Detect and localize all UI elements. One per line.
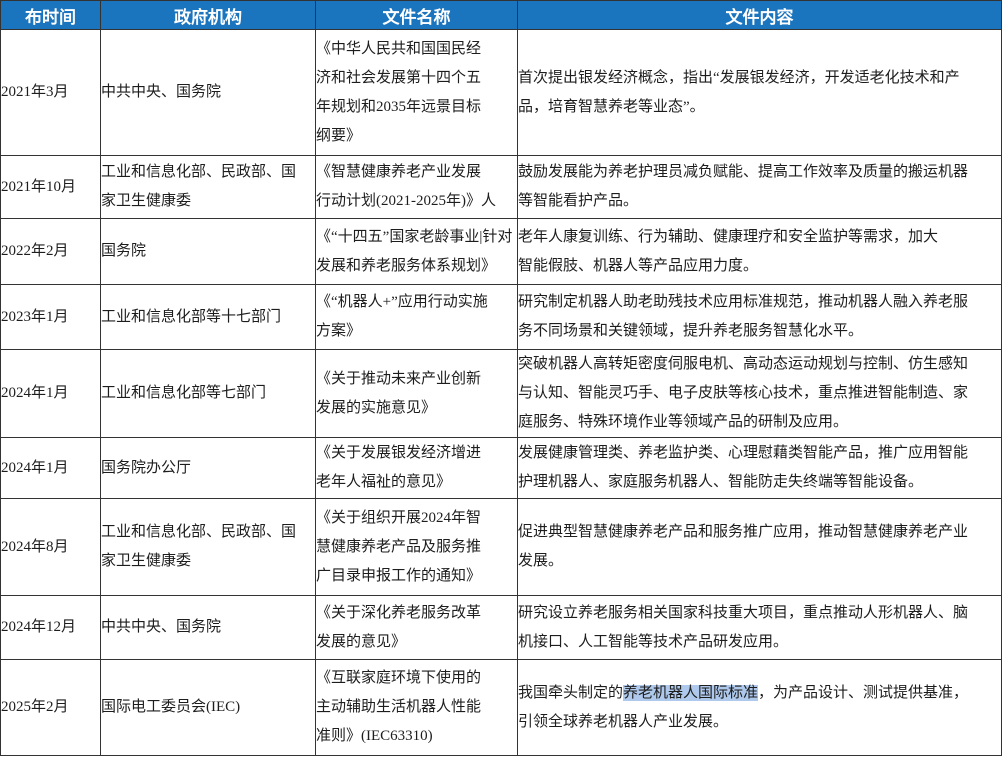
doc-name-cell: 《关于发展银发经济增进 老年人福祉的意见》	[315, 437, 518, 499]
content-cell: 我国牵头制定的养老机器人国际标准，为产品设计、测试提供基准， 引领全球养老机器人…	[517, 659, 1002, 756]
header-document-content: 文件内容	[517, 0, 1002, 30]
agency-cell: 工业和信息化部、民政部、国 家卫生健康委	[100, 498, 316, 596]
content-cell: 突破机器人高转矩密度伺服电机、高动态运动规划与控制、仿生感知 与认知、智能灵巧手…	[517, 349, 1002, 438]
time-cell: 2024年1月	[0, 349, 101, 438]
doc-name-cell: 《关于推动未来产业创新 发展的实施意见》	[315, 349, 518, 438]
time-cell: 2024年8月	[0, 498, 101, 596]
header-publish-time: 布时间	[0, 0, 101, 30]
content-cell: 研究设立养老服务相关国家科技重大项目，重点推动人形机器人、脑 机接口、人工智能等…	[517, 595, 1002, 660]
agency-cell: 中共中央、国务院	[100, 29, 316, 156]
time-cell: 2023年1月	[0, 284, 101, 350]
content-cell: 发展健康管理类、养老监护类、心理慰藉类智能产品，推广应用智能 护理机器人、家庭服…	[517, 437, 1002, 499]
content-text-suffix: ，为产品设计、测试提供基准， 引领全球养老机器人产业发展。	[518, 684, 969, 730]
agency-cell: 国务院办公厅	[100, 437, 316, 499]
time-cell: 2025年2月	[0, 659, 101, 756]
content-cell: 鼓励发展能为养老护理员减负赋能、提高工作效率及质量的搬运机器 等智能看护产品。	[517, 155, 1002, 219]
content-cell: 研究制定机器人助老助残技术应用标准规范，推动机器人融入养老服 务不同场景和关键领…	[517, 284, 1002, 350]
table-row: 2024年1月 工业和信息化部等七部门 《关于推动未来产业创新 发展的实施意见》…	[0, 349, 1002, 438]
time-cell: 2021年10月	[0, 155, 101, 219]
header-row: 布时间 政府机构 文件名称 文件内容	[0, 0, 1002, 30]
table-row: 2023年1月 工业和信息化部等十七部门 《“机器人+”应用行动实施 方案》 研…	[0, 284, 1002, 350]
doc-name-cell: 《互联家庭环境下使用的 主动辅助生活机器人性能 准则》(IEC63310)	[315, 659, 518, 756]
table-row: 2024年12月 中共中央、国务院 《关于深化养老服务改革 发展的意见》 研究设…	[0, 595, 1002, 660]
agency-cell: 工业和信息化部、民政部、国 家卫生健康委	[100, 155, 316, 219]
content-cell: 老年人康复训练、行为辅助、健康理疗和安全监护等需求，加大 智能假肢、机器人等产品…	[517, 218, 1002, 285]
time-cell: 2021年3月	[0, 29, 101, 156]
time-cell: 2022年2月	[0, 218, 101, 285]
doc-name-cell: 《关于组织开展2024年智 慧健康养老产品及服务推 广目录申报工作的通知》	[315, 498, 518, 596]
table-row: 2024年8月 工业和信息化部、民政部、国 家卫生健康委 《关于组织开展2024…	[0, 498, 1002, 596]
table-row: 2025年2月 国际电工委员会(IEC) 《互联家庭环境下使用的 主动辅助生活机…	[0, 659, 1002, 756]
content-cell: 促进典型智慧健康养老产品和服务推广应用，推动智慧健康养老产业 发展。	[517, 498, 1002, 596]
content-cell: 首次提出银发经济概念，指出“发展银发经济，开发适老化技术和产 品，培育智慧养老等…	[517, 29, 1002, 156]
table-row: 2021年10月 工业和信息化部、民政部、国 家卫生健康委 《智慧健康养老产业发…	[0, 155, 1002, 219]
highlighted-text: 养老机器人国际标准	[623, 684, 759, 701]
agency-cell: 工业和信息化部等七部门	[100, 349, 316, 438]
agency-cell: 国际电工委员会(IEC)	[100, 659, 316, 756]
agency-cell: 中共中央、国务院	[100, 595, 316, 660]
doc-name-cell: 《中华人民共和国国民经 济和社会发展第十四个五 年规划和2035年远景目标 纲要…	[315, 29, 518, 156]
content-text-prefix: 我国牵头制定的	[518, 684, 624, 701]
header-document-name: 文件名称	[315, 0, 518, 30]
header-government-agency: 政府机构	[100, 0, 316, 30]
table-row: 2024年1月 国务院办公厅 《关于发展银发经济增进 老年人福祉的意见》 发展健…	[0, 437, 1002, 499]
time-cell: 2024年1月	[0, 437, 101, 499]
doc-name-cell: 《“机器人+”应用行动实施 方案》	[315, 284, 518, 350]
doc-name-cell: 《关于深化养老服务改革 发展的意见》	[315, 595, 518, 660]
time-cell: 2024年12月	[0, 595, 101, 660]
agency-cell: 国务院	[100, 218, 316, 285]
doc-name-cell: 《“十四五”国家老龄事业|针对 发展和养老服务体系规划》	[315, 218, 518, 285]
agency-cell: 工业和信息化部等十七部门	[100, 284, 316, 350]
doc-name-cell: 《智慧健康养老产业发展 行动计划(2021-2025年)》人	[315, 155, 518, 219]
table-row: 2022年2月 国务院 《“十四五”国家老龄事业|针对 发展和养老服务体系规划》…	[0, 218, 1002, 285]
table-row: 2021年3月 中共中央、国务院 《中华人民共和国国民经 济和社会发展第十四个五…	[0, 29, 1002, 156]
